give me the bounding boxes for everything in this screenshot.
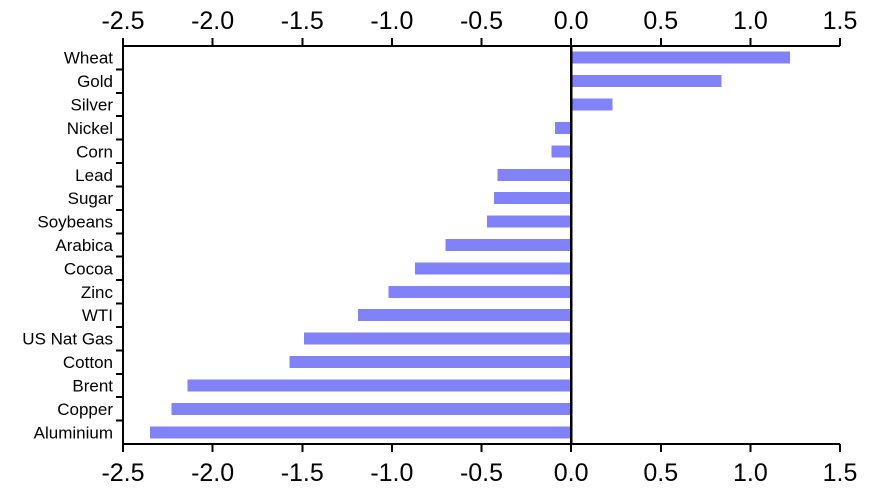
bar: [486, 215, 572, 228]
category-label: Brent: [72, 376, 113, 395]
bar: [415, 262, 572, 275]
x-tick-label-top: -1.5: [281, 7, 324, 35]
category-label: Zinc: [81, 283, 114, 302]
x-tick-label-top: -2.0: [191, 7, 234, 35]
bar: [551, 145, 572, 158]
bar: [357, 309, 572, 322]
x-tick-label-bottom: -1.5: [281, 459, 324, 487]
bar: [304, 332, 572, 345]
bar: [289, 356, 572, 369]
category-label: Corn: [76, 142, 113, 161]
category-label: Lead: [75, 166, 113, 185]
x-tick-label-bottom: -0.5: [460, 459, 503, 487]
category-label: Soybeans: [37, 213, 113, 232]
bar: [171, 402, 572, 415]
category-label: Nickel: [67, 119, 113, 138]
bar: [554, 121, 572, 134]
category-label: Wheat: [64, 49, 113, 68]
category-label: Copper: [57, 400, 113, 419]
category-label: US Nat Gas: [22, 330, 113, 349]
category-label: Aluminium: [34, 423, 113, 442]
x-tick-label-top: 0.5: [643, 7, 678, 35]
category-label: Cotton: [63, 353, 113, 372]
bar: [571, 75, 722, 88]
bar: [445, 239, 572, 251]
x-tick-label-top: 0.0: [554, 7, 589, 35]
x-tick-label-top: -0.5: [460, 7, 503, 35]
bar: [497, 168, 572, 181]
category-label: Cocoa: [64, 259, 114, 278]
category-label: Sugar: [68, 189, 114, 208]
category-label: Silver: [70, 96, 113, 115]
bar: [388, 285, 572, 298]
x-tick-label-bottom: -2.0: [191, 459, 234, 487]
bar: [187, 379, 572, 392]
x-tick-label-bottom: 1.0: [733, 459, 768, 487]
x-tick-label-top: 1.5: [823, 7, 858, 35]
category-label: Gold: [77, 72, 113, 91]
bar: [149, 426, 572, 439]
x-tick-label-bottom: 0.0: [554, 459, 589, 487]
x-tick-label-top: -1.0: [370, 7, 413, 35]
bar: [571, 51, 790, 64]
bar: [494, 192, 572, 205]
x-tick-label-top: -2.5: [101, 7, 144, 35]
x-tick-label-bottom: 0.5: [643, 459, 678, 487]
bar: [571, 98, 613, 111]
x-tick-label-top: 1.0: [733, 7, 768, 35]
category-label: Arabica: [55, 236, 113, 255]
x-tick-label-bottom: 1.5: [823, 459, 858, 487]
x-tick-label-bottom: -2.5: [101, 459, 144, 487]
category-label: WTI: [82, 306, 113, 325]
x-tick-label-bottom: -1.0: [370, 459, 413, 487]
